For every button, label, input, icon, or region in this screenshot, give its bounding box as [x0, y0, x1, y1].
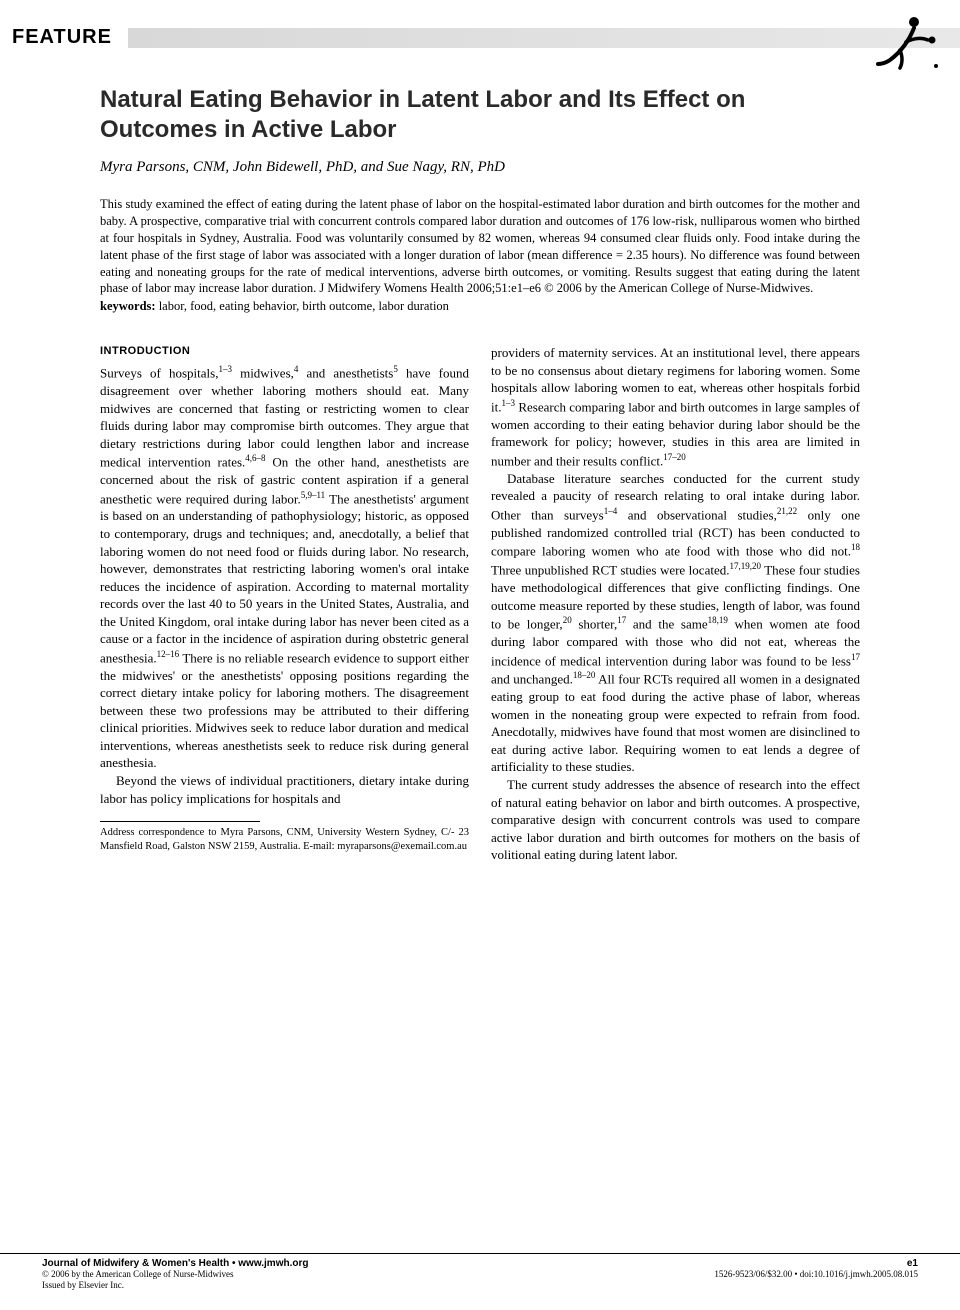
ref-sup: 1–3	[218, 364, 232, 374]
correspondence-block: Address correspondence to Myra Parsons, …	[100, 821, 469, 853]
intro-paragraph-1: Surveys of hospitals,1–3 midwives,4 and …	[100, 363, 469, 772]
footer-issn-doi: 1526-9523/06/$32.00 • doi:10.1016/j.jmwh…	[714, 1269, 918, 1281]
section-heading-introduction: Introduction	[100, 344, 469, 359]
feature-gradient-bar	[128, 28, 960, 48]
intro-paragraph-4: The current study addresses the absence …	[491, 776, 860, 864]
ref-sup: 4,6–8	[245, 453, 265, 463]
ref-sup: 17	[617, 615, 626, 625]
main-content: Natural Eating Behavior in Latent Labor …	[0, 55, 960, 864]
ref-sup: 17	[851, 652, 860, 662]
ref-sup: 18,19	[708, 615, 728, 625]
ref-sup: 1–4	[604, 506, 618, 516]
ref-sup: 17,19,20	[729, 561, 761, 571]
keywords-line: keywords: labor, food, eating behavior, …	[100, 299, 860, 314]
correspondence-rule	[100, 821, 260, 822]
feature-banner: Feature	[0, 20, 960, 55]
abstract: This study examined the effect of eating…	[100, 196, 860, 297]
intro-paragraph-2a: Beyond the views of individual practitio…	[100, 772, 469, 807]
ref-sup: 18–20	[573, 670, 596, 680]
footer-copyright: © 2006 by the American College of Nurse-…	[42, 1269, 234, 1281]
ref-sup: 5,9–11	[301, 490, 325, 500]
intro-paragraph-2b: providers of maternity services. At an i…	[491, 344, 860, 469]
ref-sup: 17–20	[663, 452, 686, 462]
footer-row-1: Journal of Midwifery & Women's Health • …	[42, 1258, 918, 1269]
ref-sup: 18	[851, 542, 860, 552]
footer-row-3: Issued by Elsevier Inc.	[42, 1280, 918, 1292]
feature-label: Feature	[0, 20, 124, 55]
author-line: Myra Parsons, CNM, John Bidewell, PhD, a…	[100, 159, 860, 176]
footer-issued-by: Issued by Elsevier Inc.	[42, 1280, 124, 1292]
intro-paragraph-3: Database literature searches conducted f…	[491, 470, 860, 776]
footer-journal: Journal of Midwifery & Women's Health • …	[42, 1258, 308, 1269]
keywords-label: keywords:	[100, 299, 156, 313]
journal-logo-icon	[850, 16, 940, 77]
article-title: Natural Eating Behavior in Latent Labor …	[100, 85, 860, 145]
page-footer: Journal of Midwifery & Women's Health • …	[0, 1253, 960, 1292]
footer-row-2: © 2006 by the American College of Nurse-…	[42, 1269, 918, 1281]
ref-sup: 12–16	[157, 649, 180, 659]
ref-sup: 20	[563, 615, 572, 625]
body-columns: Introduction Surveys of hospitals,1–3 mi…	[100, 344, 860, 863]
ref-sup: 21,22	[777, 506, 797, 516]
ref-sup: 1–3	[501, 398, 515, 408]
keywords-text: labor, food, eating behavior, birth outc…	[156, 299, 449, 313]
footer-page-number: e1	[907, 1258, 918, 1269]
correspondence-text: Address correspondence to Myra Parsons, …	[100, 826, 469, 853]
